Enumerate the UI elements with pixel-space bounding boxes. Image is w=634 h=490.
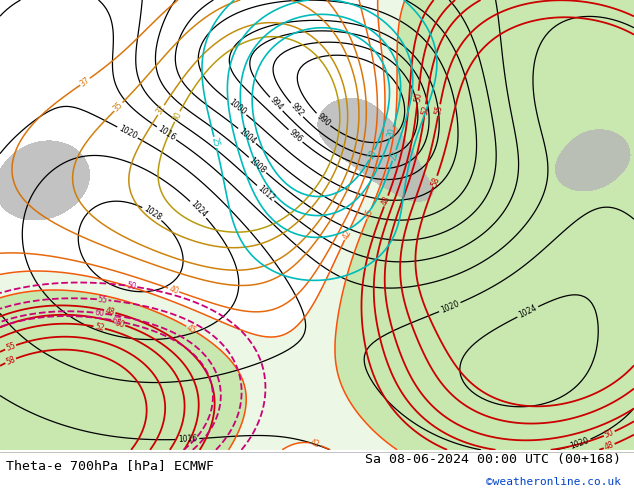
Text: 1028: 1028 (142, 204, 163, 222)
Text: 994: 994 (268, 96, 285, 113)
Text: 42: 42 (341, 228, 353, 241)
Text: 48: 48 (603, 440, 616, 452)
Text: 1020: 1020 (569, 436, 590, 451)
Text: 1000: 1000 (227, 98, 248, 117)
Text: 1012: 1012 (256, 183, 276, 203)
Text: 50: 50 (113, 318, 126, 329)
Text: Sa 08-06-2024 00:00 UTC (00+168): Sa 08-06-2024 00:00 UTC (00+168) (365, 453, 621, 466)
Text: 55: 55 (434, 104, 444, 116)
Text: 32: 32 (155, 103, 167, 117)
Text: 25: 25 (210, 137, 221, 148)
Text: 1016: 1016 (156, 124, 177, 143)
Text: 35: 35 (112, 100, 125, 113)
Text: 37: 37 (79, 75, 91, 88)
Text: 58: 58 (429, 175, 441, 187)
Text: 50: 50 (126, 281, 136, 292)
Text: 55: 55 (4, 341, 17, 353)
Text: 18: 18 (366, 148, 378, 161)
Text: 55: 55 (98, 295, 108, 305)
Text: 996: 996 (287, 128, 304, 144)
Text: 1020: 1020 (439, 299, 460, 315)
Text: 22: 22 (389, 149, 400, 161)
Text: 1020: 1020 (117, 124, 138, 141)
Text: Theta-e 700hPa [hPa] ECMWF: Theta-e 700hPa [hPa] ECMWF (6, 460, 214, 472)
Text: 20: 20 (386, 127, 398, 139)
Text: 48: 48 (104, 306, 115, 317)
Text: 52: 52 (420, 105, 430, 116)
Text: 50: 50 (603, 428, 616, 440)
Text: 992: 992 (288, 101, 305, 119)
Text: 45: 45 (184, 323, 198, 336)
Text: 50: 50 (413, 91, 423, 102)
Text: 62: 62 (112, 316, 122, 326)
Text: 30: 30 (171, 110, 183, 123)
Text: 45: 45 (363, 207, 375, 220)
Text: 58: 58 (4, 355, 17, 367)
Text: 1024: 1024 (517, 303, 538, 320)
Text: 1024: 1024 (188, 199, 209, 220)
Text: 48: 48 (380, 195, 392, 207)
Text: 1016: 1016 (178, 434, 198, 444)
Text: 60: 60 (94, 308, 105, 318)
Text: 52: 52 (94, 322, 105, 333)
Text: ©weatheronline.co.uk: ©weatheronline.co.uk (486, 477, 621, 487)
Text: 1004: 1004 (237, 126, 257, 146)
Text: 1008: 1008 (247, 155, 268, 175)
Text: 42: 42 (309, 439, 321, 449)
Text: 990: 990 (314, 112, 332, 128)
Text: 40: 40 (167, 284, 179, 296)
